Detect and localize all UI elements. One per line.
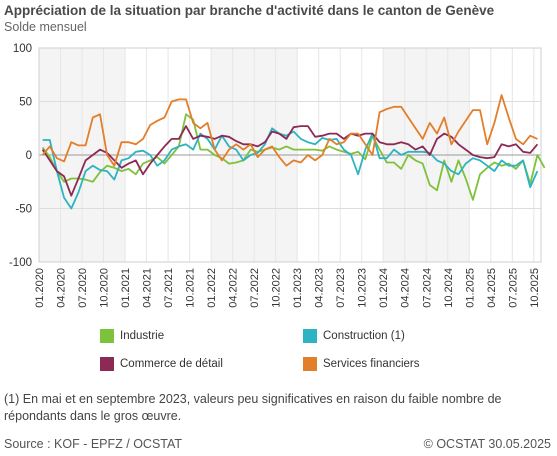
x-tick-label: 04.2023 bbox=[314, 268, 326, 308]
x-tick-label: 07.2022 bbox=[249, 268, 261, 308]
y-tick-label: 0 bbox=[26, 150, 32, 162]
x-tick-label: 07.2023 bbox=[335, 268, 347, 308]
x-tick-label: 10.2020 bbox=[99, 268, 111, 308]
copyright-text: © OCSTAT 30.05.2025 bbox=[423, 437, 551, 451]
plot-frame bbox=[38, 47, 542, 263]
series-line-3 bbox=[41, 94, 538, 167]
x-tick-label: 10.2025 bbox=[529, 268, 541, 308]
x-tick-label: 01.2022 bbox=[206, 268, 218, 308]
legend-label: Construction (1) bbox=[323, 330, 405, 342]
y-tick-label: -50 bbox=[15, 204, 32, 216]
x-tick-label: 07.2021 bbox=[163, 268, 175, 308]
x-tick-label: 04.2025 bbox=[486, 268, 498, 308]
legend-swatch bbox=[100, 357, 114, 371]
legend-label: Commerce de détail bbox=[120, 358, 223, 370]
x-tick-label: 01.2021 bbox=[120, 268, 132, 308]
x-tick-label: 01.2023 bbox=[292, 268, 304, 308]
legend-item-industrie: Industrie bbox=[100, 329, 164, 343]
x-tick-label: 04.2020 bbox=[56, 268, 68, 308]
x-tick-label: 07.2024 bbox=[421, 268, 433, 308]
legend-item-services: Services financiers bbox=[303, 357, 420, 371]
x-tick-label: 04.2024 bbox=[400, 268, 412, 308]
footnote: (1) En mai et en septembre 2023, valeurs… bbox=[4, 392, 502, 423]
y-tick-label: 50 bbox=[19, 97, 32, 109]
x-tick-label: 04.2021 bbox=[142, 268, 154, 308]
x-tick-label: 04.2022 bbox=[228, 268, 240, 308]
source-text: Source : KOF - EPFZ / OCSTAT bbox=[4, 437, 183, 451]
x-tick-label: 10.2021 bbox=[185, 268, 197, 308]
legend-swatch bbox=[100, 329, 114, 343]
y-tick-label: -100 bbox=[9, 257, 32, 269]
legend-label: Services financiers bbox=[323, 358, 420, 370]
legend-swatch bbox=[303, 329, 317, 343]
x-tick-label: 07.2025 bbox=[507, 268, 519, 308]
chart-title: Appréciation de la situation par branche… bbox=[4, 3, 495, 18]
legend-swatch bbox=[303, 357, 317, 371]
chart-subtitle: Solde mensuel bbox=[4, 20, 87, 34]
x-tick-label: 01.2020 bbox=[34, 268, 46, 308]
x-tick-label: 10.2024 bbox=[443, 268, 455, 308]
x-tick-label: 01.2024 bbox=[378, 268, 390, 308]
y-tick-label: 100 bbox=[13, 43, 32, 55]
x-tick-label: 10.2023 bbox=[357, 268, 369, 308]
series-line-2 bbox=[41, 125, 539, 197]
chart-legend: Industrie Construction (1) Commerce de d… bbox=[0, 325, 557, 375]
series-line-0 bbox=[41, 113, 546, 201]
x-tick-label: 10.2022 bbox=[271, 268, 283, 308]
x-tick-label: 07.2020 bbox=[77, 268, 89, 308]
legend-item-commerce: Commerce de détail bbox=[100, 357, 223, 371]
legend-label: Industrie bbox=[120, 330, 165, 342]
x-tick-label: 01.2025 bbox=[464, 268, 476, 308]
legend-item-construction: Construction (1) bbox=[303, 329, 405, 343]
